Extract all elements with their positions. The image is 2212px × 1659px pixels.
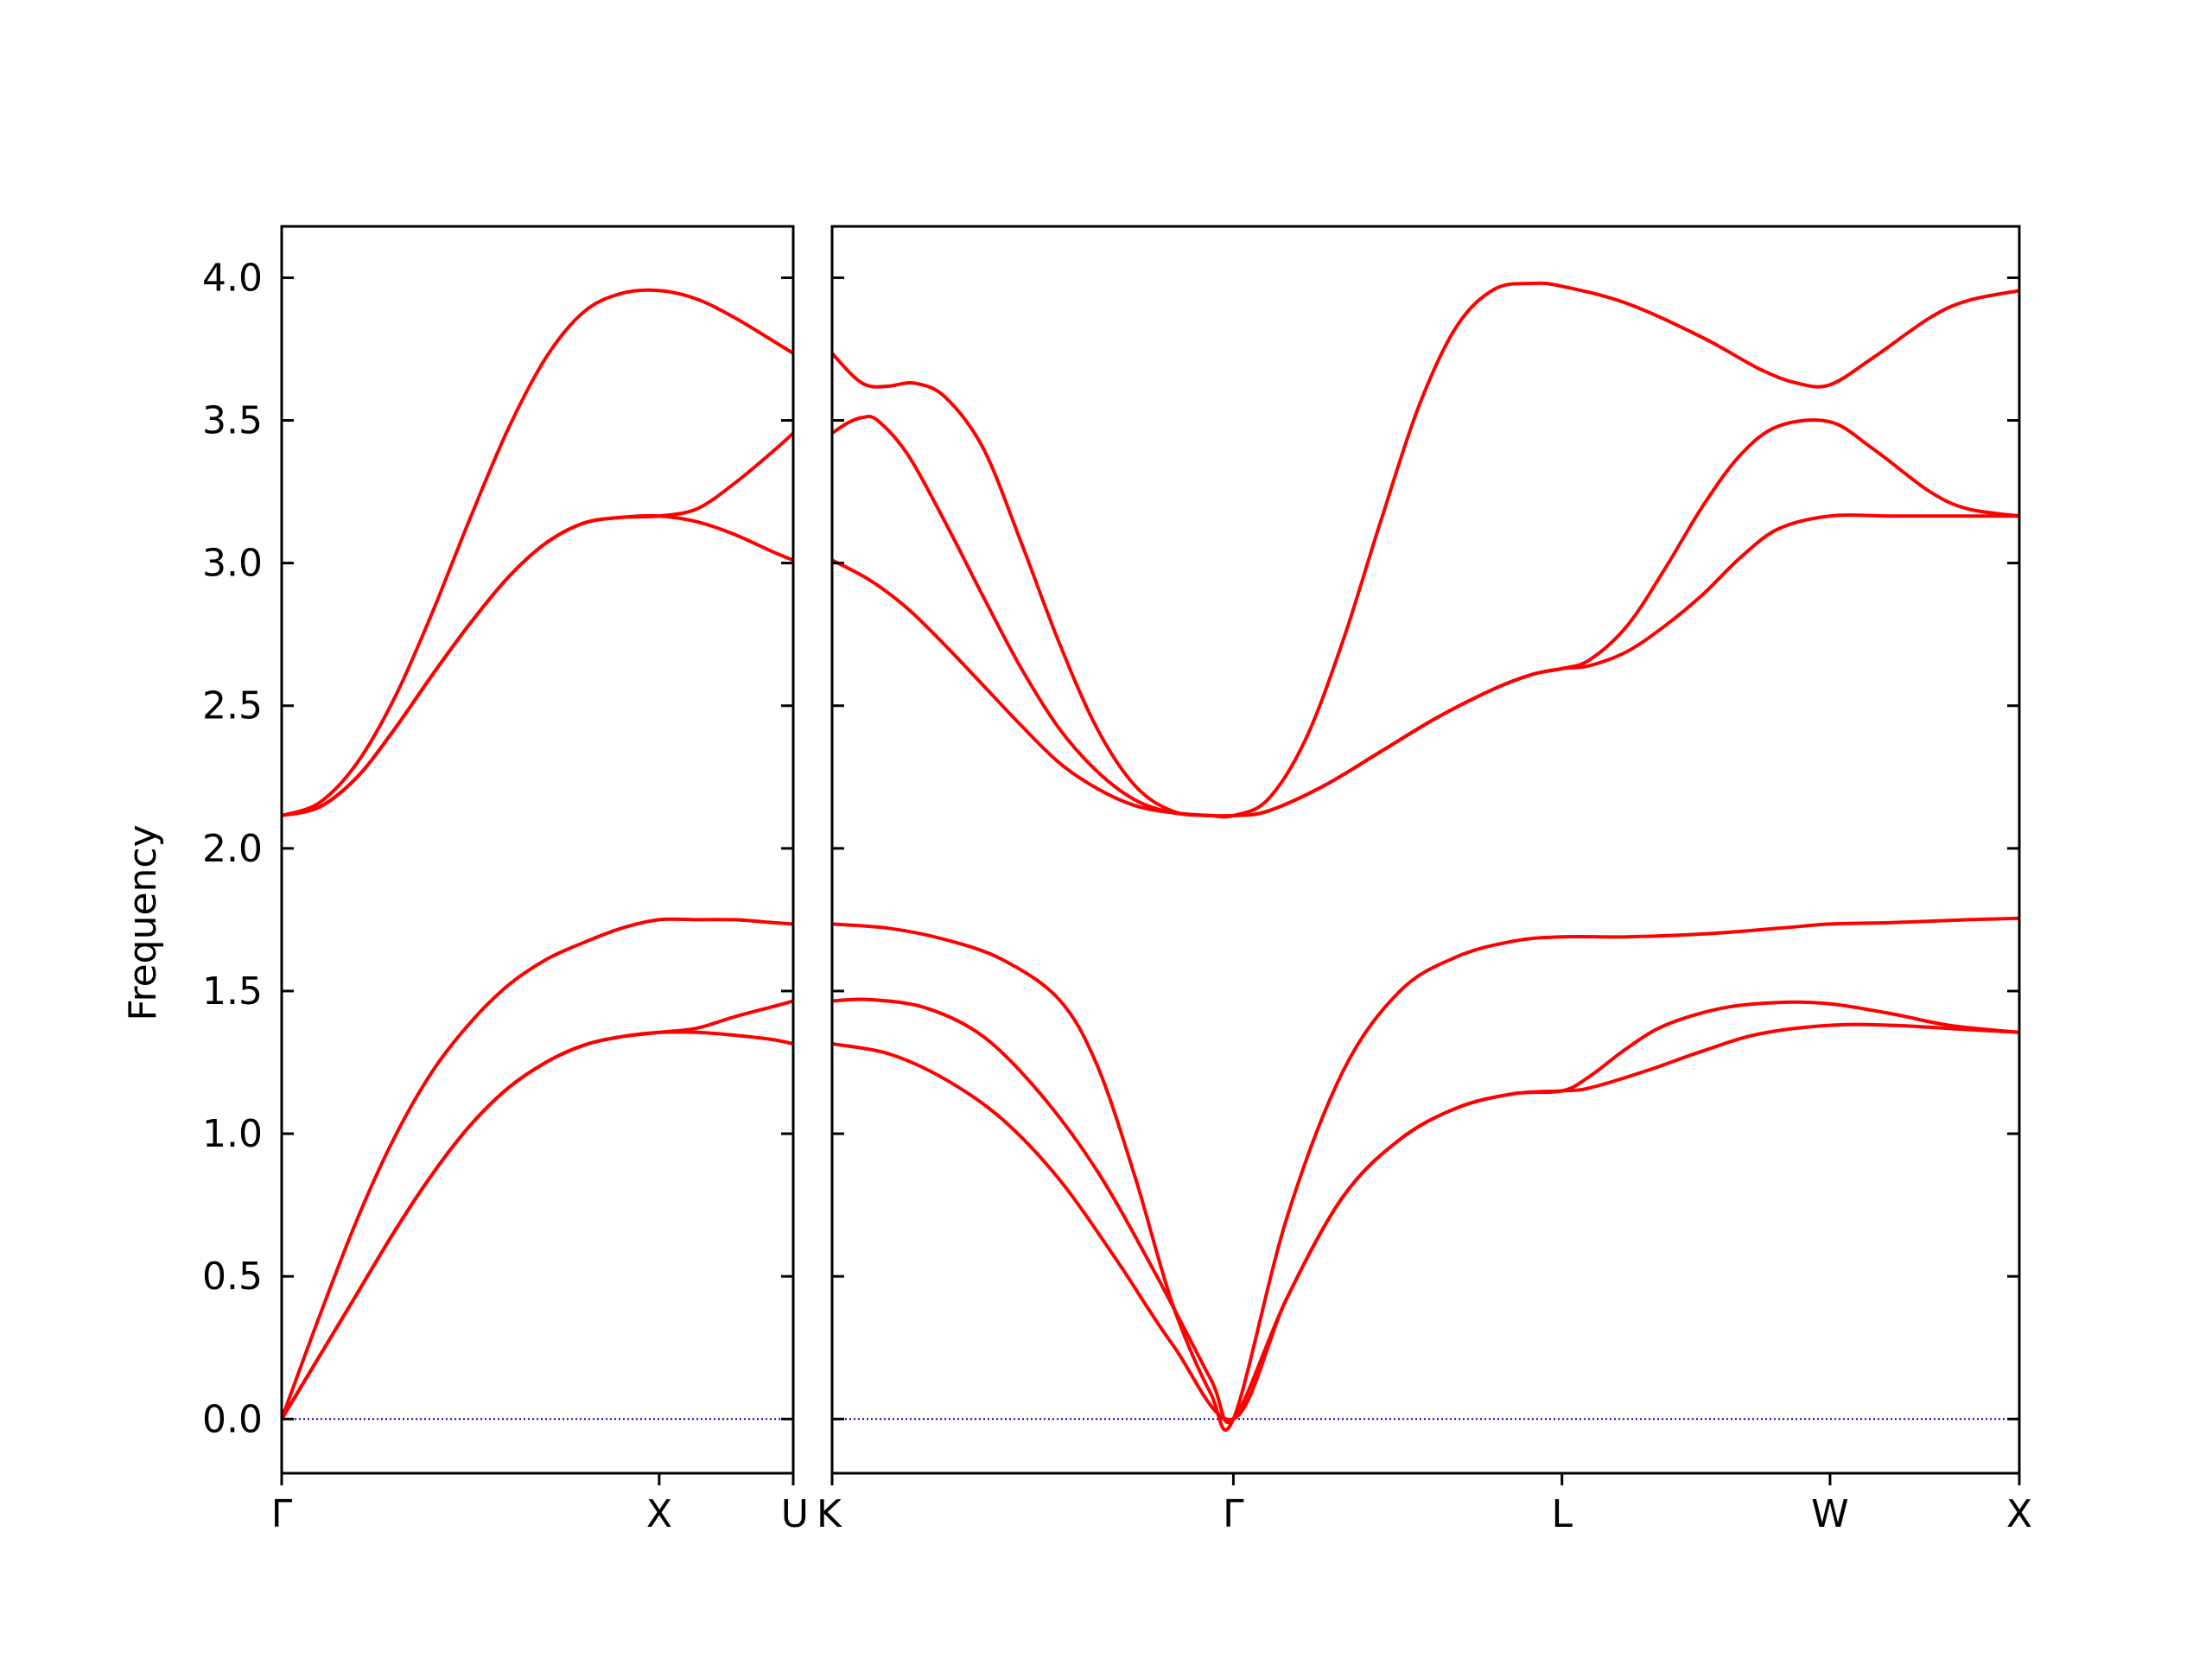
y-tick-label: 0.0 <box>202 1397 263 1441</box>
bands-group <box>282 288 793 1421</box>
x-tick-label: Γ <box>1223 1492 1244 1536</box>
x-tick-label: L <box>1551 1492 1573 1536</box>
panel-1: 0.0 0.5 1.0 1.5 2.0 2.5 3.0 3.5 4.0 Γ X U <box>202 225 809 1536</box>
plot-layer: 0.0 0.5 1.0 1.5 2.0 2.5 3.0 3.5 4.0 Γ X U K Γ L W X <box>202 225 2032 1536</box>
y-tick-label: 2.0 <box>202 827 263 871</box>
y-tick-label: 4.0 <box>202 256 263 300</box>
band-line-3 <box>832 1022 2019 1422</box>
x-tick-label: Γ <box>271 1492 293 1536</box>
y-tick-label: 3.0 <box>202 542 263 586</box>
y-axis-label: Frequency <box>121 824 165 1020</box>
panel-frame <box>830 225 2021 1475</box>
band-line-6 <box>282 513 793 817</box>
panel-frame <box>280 225 795 1475</box>
x-tick-label: K <box>817 1492 842 1536</box>
y-tick-label: 1.0 <box>202 1112 263 1156</box>
band-line-4 <box>832 281 2019 819</box>
y-tick-label: 1.5 <box>202 969 263 1014</box>
x-tick-label: W <box>1811 1492 1849 1536</box>
y-tick-label: 3.5 <box>202 399 263 443</box>
band-line-1 <box>832 916 2019 1432</box>
x-tick-label: X <box>2006 1492 2032 1536</box>
y-tick-label: 0.5 <box>202 1255 263 1299</box>
band-line-4 <box>282 288 793 817</box>
bands-group <box>832 281 2019 1432</box>
y-tick-label: 2.5 <box>202 684 263 728</box>
x-tick-label: U <box>781 1492 809 1536</box>
band-line-6 <box>832 513 2019 818</box>
band-line-3 <box>282 1030 793 1421</box>
x-tick-label: X <box>646 1492 672 1536</box>
band-line-1 <box>282 917 793 1421</box>
